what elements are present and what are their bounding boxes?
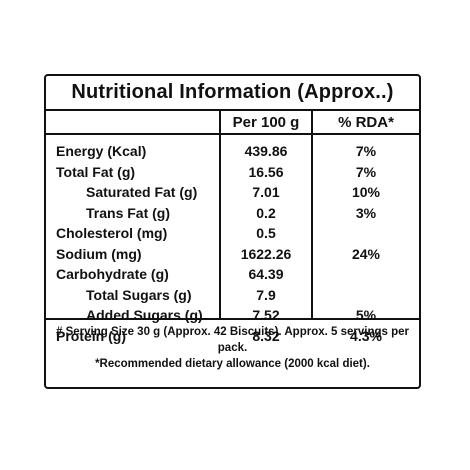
table-row: Protein (g) 8.32 4.3% (46, 326, 419, 347)
table-row: Carbohydrate (g) 64.39 (46, 264, 419, 285)
serving-size-note: # Serving Size 30 g (Approx. 42 Biscuits… (56, 326, 409, 354)
nutrient-label: Cholesterol (mg) (56, 225, 168, 241)
table-row: Sodium (mg) 1622.26 24% (46, 244, 419, 265)
nutrient-value: 1622.26 (240, 245, 292, 262)
table-row: Trans Fat (g) 0.2 3% (46, 203, 419, 224)
nutrient-rda: 10% (351, 184, 381, 200)
nutrient-value: 8.32 (252, 327, 280, 344)
rda-note: *Recommended dietary allowance (2000 kca… (95, 358, 370, 370)
nutrient-value: 7.01 (252, 184, 280, 200)
nutrient-label: Energy (Kcal) (56, 143, 147, 159)
per-100g-header: Per 100 g (232, 113, 300, 131)
nutrient-rda: 4.3% (350, 327, 382, 344)
column-header-row: Per 100 g % RDA* (46, 111, 419, 135)
nutrient-value: 0.2 (256, 204, 276, 221)
table-row: Total Fat (g) 16.56 7% (46, 162, 419, 183)
footnotes: # Serving Size 30 g (Approx. 42 Biscuits… (46, 324, 419, 372)
table-row: Total Sugars (g) 7.9 (46, 285, 419, 306)
nutrient-label: Sodium (mg) (56, 245, 142, 262)
nutrient-value: 7.9 (256, 286, 276, 303)
nutrient-label: Carbohydrate (g) (56, 266, 169, 282)
nutrient-label: Trans Fat (g) (86, 204, 171, 221)
nutrient-label: Protein (g) (56, 327, 126, 344)
nutrient-value: 16.56 (248, 163, 284, 180)
nutrient-value: 0.5 (256, 225, 276, 241)
table-row: Energy (Kcal) 439.86 7% (46, 141, 419, 162)
table-row: Cholesterol (mg) 0.5 (46, 223, 419, 244)
column-divider-2 (311, 111, 313, 320)
nutrient-label: Total Fat (g) (56, 163, 136, 180)
nutrient-value: 439.86 (244, 143, 288, 159)
nutrient-rda: 3% (355, 204, 377, 221)
nutrient-value: 64.39 (248, 266, 284, 282)
nutrient-label: Saturated Fat (g) (86, 184, 198, 200)
nutrient-rda: 5% (355, 307, 377, 323)
nutrient-label: Total Sugars (g) (86, 286, 192, 303)
column-divider-1 (219, 111, 221, 320)
panel-title: Nutritional Information (Approx..) (46, 76, 419, 111)
nutrient-value: 7.52 (252, 307, 280, 323)
nutrient-rda: 7% (355, 143, 377, 159)
nutrient-label: Added Sugars (g) (86, 307, 203, 323)
table-row: Saturated Fat (g) 7.01 10% (46, 182, 419, 203)
rda-header: % RDA* (338, 113, 394, 131)
nutrient-rda: 24% (351, 245, 381, 262)
nutrition-panel: Nutritional Information (Approx..) Per 1… (44, 74, 421, 389)
nutrient-rda: 7% (355, 163, 377, 180)
nutrient-table: Energy (Kcal) 439.86 7% Total Fat (g) 16.56 7… (46, 135, 419, 344)
table-row: Added Sugars (g) 7.52 5% (46, 305, 419, 326)
